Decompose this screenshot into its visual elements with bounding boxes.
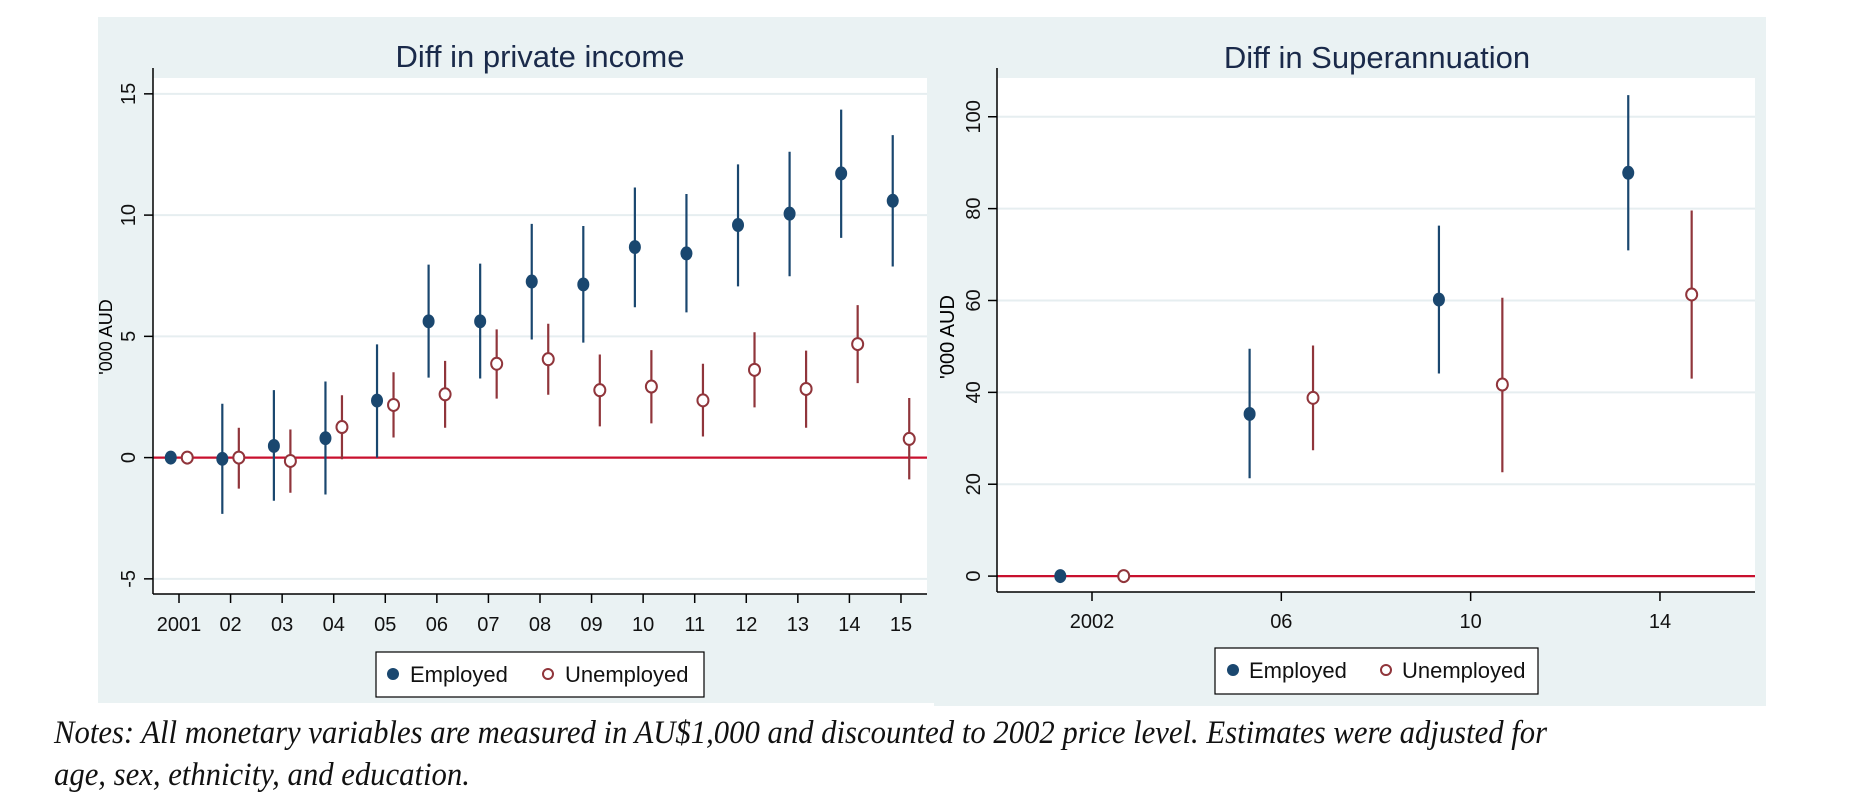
point-employed <box>1622 165 1635 180</box>
legend: Employed Unemployed <box>1214 647 1539 695</box>
point-employed <box>371 393 384 408</box>
notes-line-1: Notes: All monetary variables are measur… <box>54 715 1548 751</box>
point-employed <box>835 166 848 181</box>
x-tick-label: 13 <box>787 614 809 636</box>
plot-area <box>997 78 1755 592</box>
legend-label-unemployed: Unemployed <box>565 662 689 687</box>
y-tick-label: 40 <box>963 381 985 403</box>
point-unemployed <box>696 393 710 408</box>
point-unemployed <box>387 397 401 412</box>
point-unemployed <box>1117 569 1131 584</box>
point-employed <box>1432 292 1445 307</box>
y-tick-label: -5 <box>118 570 140 588</box>
point-unemployed <box>232 450 246 465</box>
point-unemployed <box>541 352 555 367</box>
y-ticks: -5 0 5 10 15 <box>118 83 153 588</box>
point-employed <box>422 314 435 329</box>
x-tick-label: 11 <box>684 614 705 636</box>
points <box>1054 165 1699 584</box>
x-ticks: 2001 02 03 04 05 06 07 08 09 10 11 12 13 14 15 <box>157 594 912 636</box>
notes-line-2: age, sex, ethnicity, and education. <box>54 757 470 793</box>
point-employed <box>1243 406 1256 421</box>
point-unemployed <box>902 431 916 446</box>
legend-marker-unemployed <box>1380 664 1392 676</box>
point-employed <box>680 246 693 261</box>
point-unemployed <box>490 356 504 371</box>
panel-superannuation: 0 20 40 60 80 100 2002 06 10 14 Diff in Superann… <box>934 17 1766 706</box>
point-unemployed <box>644 379 658 394</box>
x-tick-label: 06 <box>426 614 448 636</box>
x-tick-label: 09 <box>580 614 602 636</box>
point-unemployed <box>283 453 297 468</box>
y-tick-label: 0 <box>963 571 985 582</box>
y-axis-label: '000 AUD <box>937 295 959 379</box>
x-tick-label: 14 <box>1649 611 1671 633</box>
point-unemployed <box>335 420 349 435</box>
point-employed <box>216 451 229 466</box>
legend-marker-employed <box>1227 664 1239 676</box>
chart-title: Diff in private income <box>396 39 685 74</box>
gridlines <box>153 92 927 580</box>
x-tick-label: 02 <box>219 614 241 636</box>
point-unemployed <box>799 381 813 396</box>
x-tick-label: 2001 <box>157 614 202 636</box>
figure-notes: Notes: All monetary variables are measur… <box>54 712 1852 796</box>
legend-label-unemployed: Unemployed <box>1402 658 1526 683</box>
point-unemployed <box>438 387 452 402</box>
y-axis-label: '000 AUD <box>96 299 116 374</box>
point-unemployed <box>180 450 194 465</box>
x-ticks: 2002 06 10 14 <box>1070 592 1671 633</box>
legend-box <box>375 651 705 698</box>
point-employed <box>577 277 590 292</box>
point-employed <box>732 218 745 233</box>
point-employed <box>525 274 538 289</box>
x-tick-label: 10 <box>632 614 654 636</box>
point-employed <box>267 438 280 453</box>
y-tick-label: 5 <box>118 331 140 342</box>
x-tick-label: 15 <box>890 614 912 636</box>
point-employed <box>164 450 177 465</box>
y-tick-label: 20 <box>963 473 985 495</box>
x-tick-label: 14 <box>838 614 860 636</box>
x-tick-label: 04 <box>323 614 345 636</box>
points <box>164 166 916 468</box>
point-unemployed <box>1495 377 1509 392</box>
point-employed <box>319 431 332 446</box>
point-employed <box>886 193 899 208</box>
point-employed <box>783 206 796 221</box>
point-unemployed <box>748 362 762 377</box>
point-employed <box>628 240 641 255</box>
x-tick-label: 2002 <box>1070 611 1115 633</box>
legend-marker-employed <box>387 668 399 680</box>
y-tick-label: 0 <box>118 452 140 463</box>
y-tick-label: 80 <box>963 197 985 219</box>
x-tick-label: 08 <box>529 614 551 636</box>
x-tick-label: 12 <box>735 614 757 636</box>
point-unemployed <box>593 383 607 398</box>
chart-title: Diff in Superannuation <box>1224 40 1530 75</box>
y-tick-label: 100 <box>963 100 985 133</box>
point-employed <box>1054 569 1067 584</box>
point-unemployed <box>1306 390 1320 405</box>
y-tick-label: 60 <box>963 289 985 311</box>
x-tick-label: 03 <box>271 614 293 636</box>
x-tick-label: 10 <box>1460 611 1482 633</box>
legend-label-employed: Employed <box>410 662 508 687</box>
legend-marker-unemployed <box>542 668 554 680</box>
x-tick-label: 07 <box>477 614 499 636</box>
point-employed <box>474 314 487 329</box>
y-tick-label: 10 <box>118 204 140 226</box>
y-ticks: 0 20 40 60 80 100 <box>963 100 997 582</box>
legend-box <box>1214 647 1539 695</box>
y-tick-label: 15 <box>118 83 140 105</box>
x-tick-label: 05 <box>374 614 396 636</box>
point-unemployed <box>1685 287 1699 302</box>
point-unemployed <box>851 337 865 352</box>
x-tick-label: 06 <box>1270 611 1292 633</box>
legend-label-employed: Employed <box>1249 658 1347 683</box>
legend: Employed Unemployed <box>375 651 705 698</box>
